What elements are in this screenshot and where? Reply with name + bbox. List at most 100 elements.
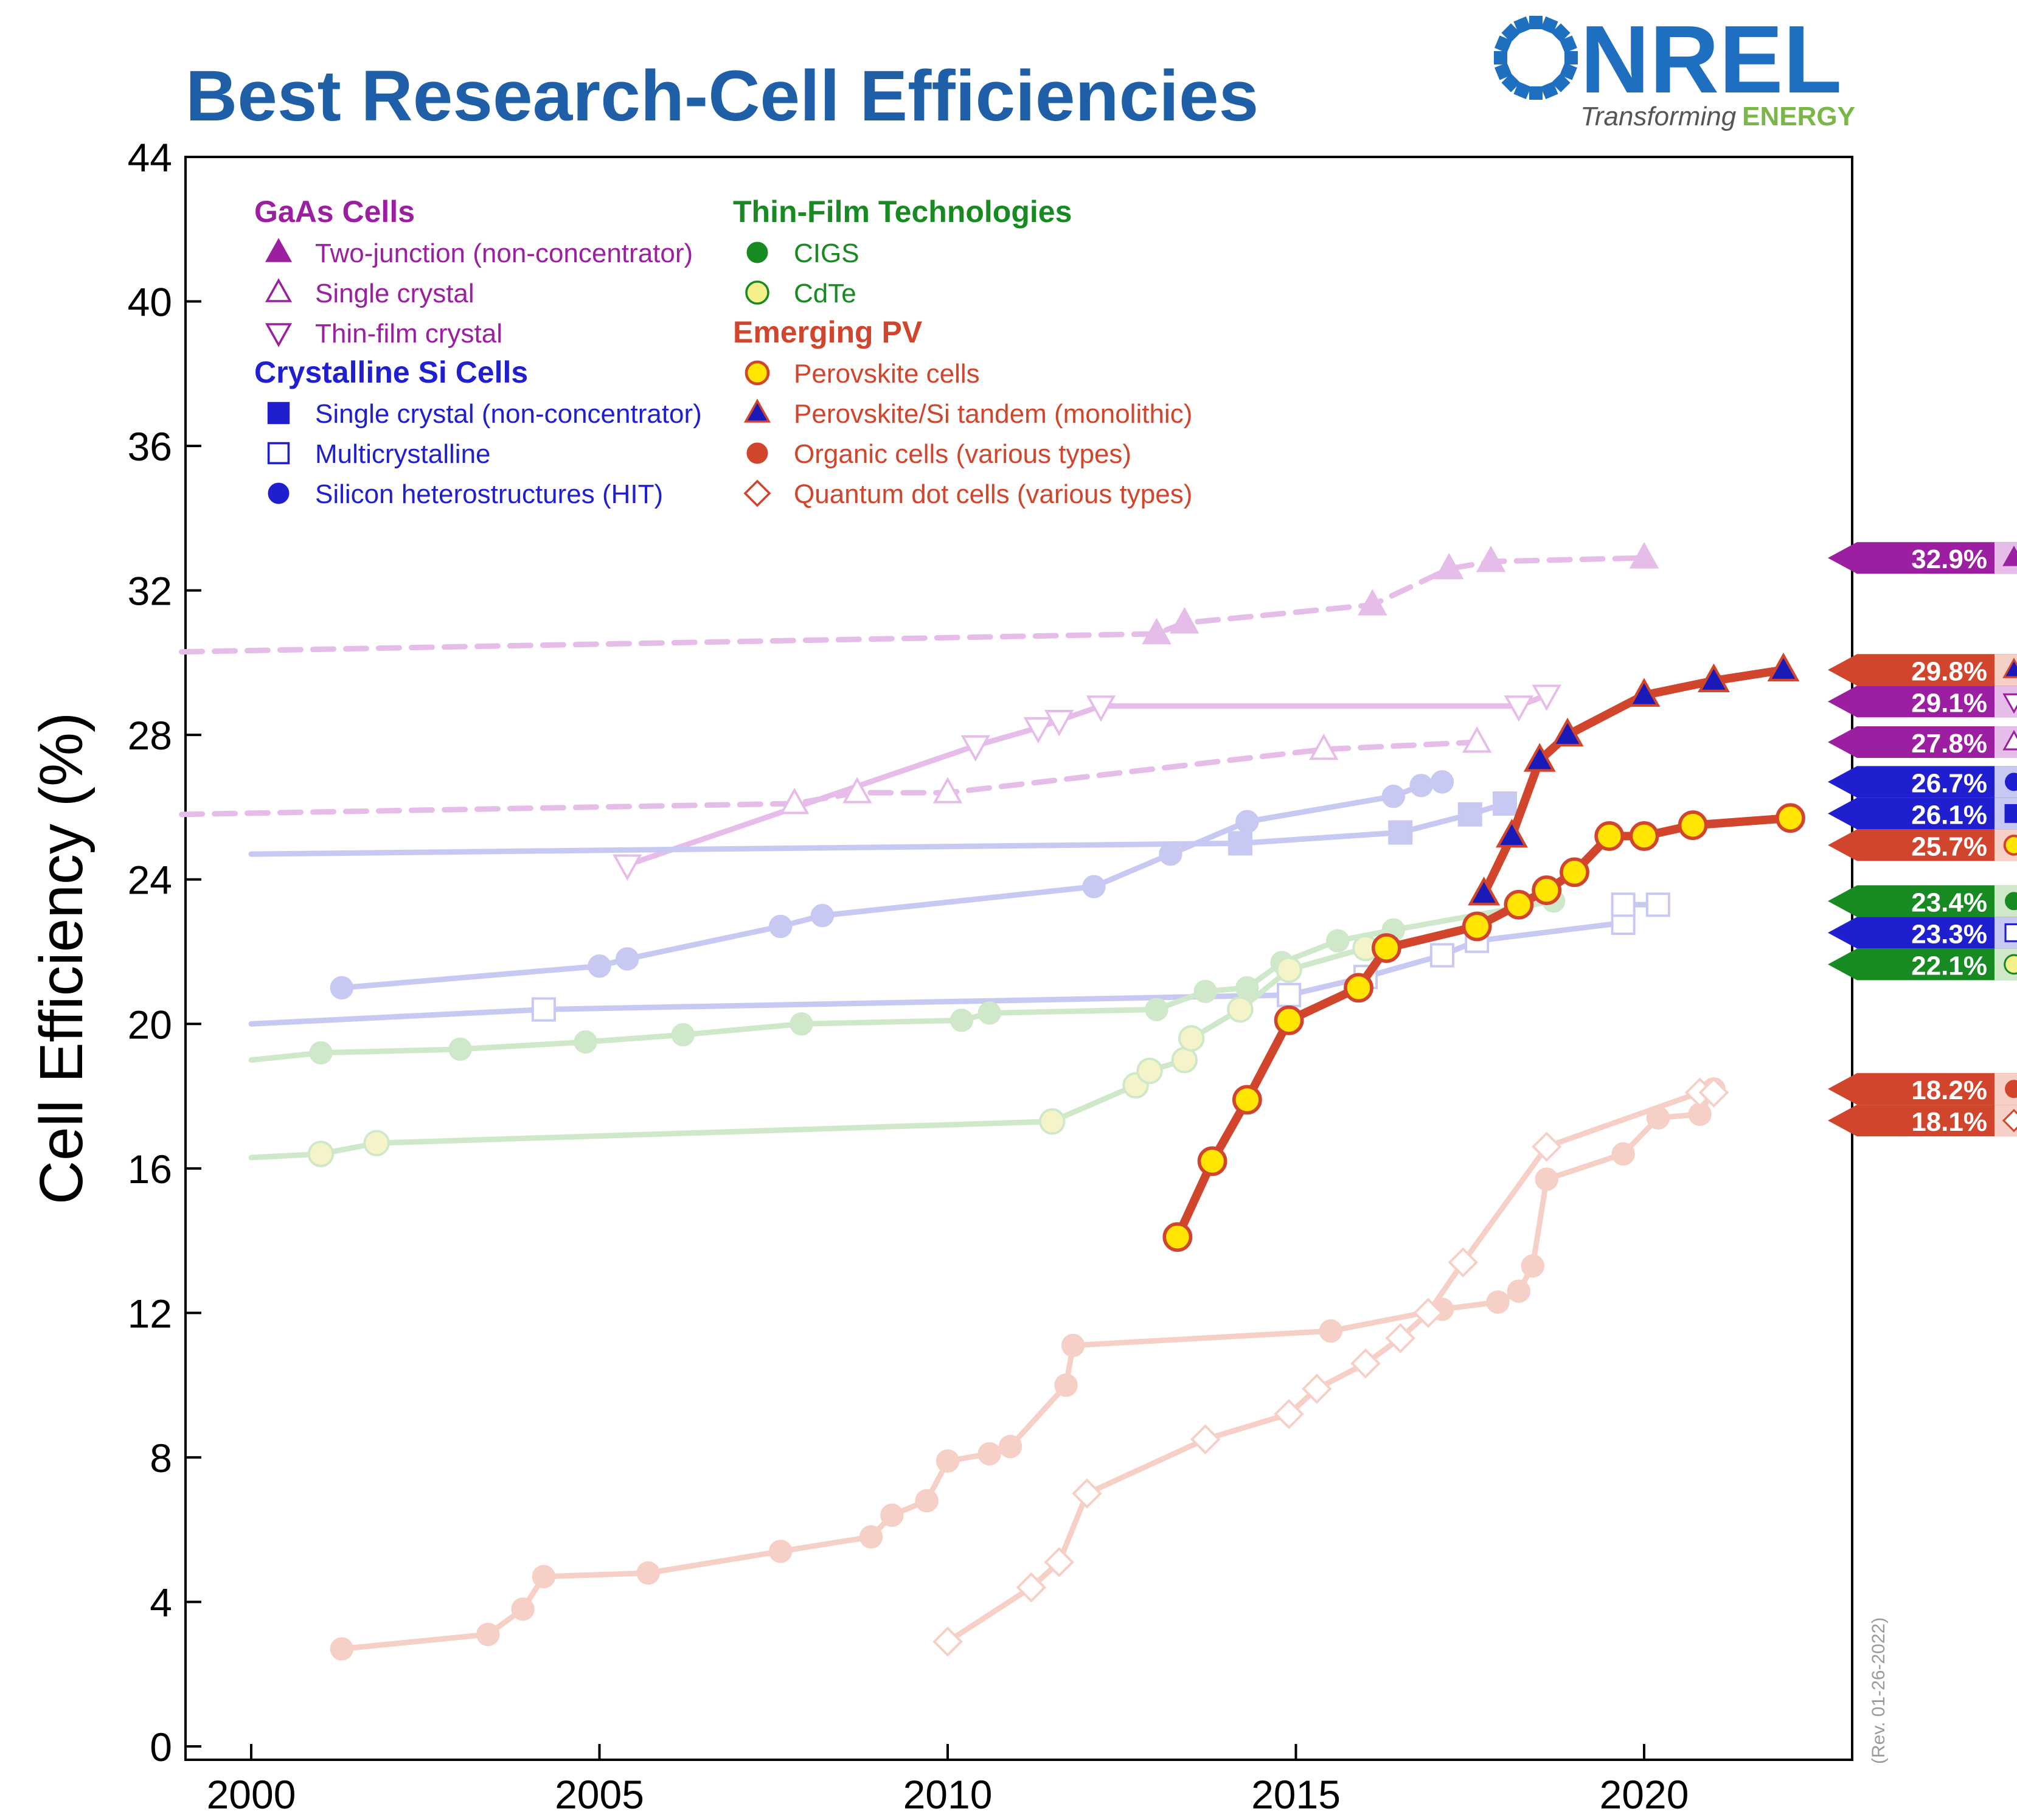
logo-mark-segment: [1540, 16, 1558, 34]
logo-mark-segment: [1494, 51, 1507, 64]
end-label-marker-icon: [2004, 923, 2017, 942]
data-point: [1462, 911, 1492, 942]
data-point: [1136, 1057, 1163, 1085]
y-tick-label: 40: [128, 280, 172, 325]
legend-marker-icon: [745, 280, 769, 305]
end-label-box: [1828, 797, 2017, 830]
end-label: 25.7%: [1828, 829, 2017, 861]
legend-marker-icon: [265, 238, 293, 262]
data-point: [636, 1561, 660, 1585]
end-label-text: 22.1%: [1911, 951, 1987, 981]
end-label-box: [1828, 948, 2017, 981]
logo-mark-segment: [1551, 23, 1571, 43]
logo-tagline: Transforming ENERGY: [1580, 102, 1855, 131]
end-label-text: 23.3%: [1911, 919, 1987, 949]
end-label-marker-icon: [2002, 729, 2017, 751]
end-label-box: [1828, 885, 2017, 917]
end-label-marker-icon: [2005, 773, 2017, 791]
legend-item-label: Perovskite/Si tandem (monolithic): [794, 399, 1192, 429]
logo-mark-segment: [1564, 51, 1578, 64]
legend-marker-icon: [268, 482, 290, 504]
logo-mark-segment: [1551, 73, 1571, 92]
data-point: [1629, 542, 1659, 569]
data-point: [1628, 678, 1661, 707]
nrel-logo: NREL Transforming ENERGY: [1494, 6, 1855, 131]
legend-marker-icon: [743, 398, 771, 423]
data-point: [1409, 774, 1433, 797]
data-point: [1235, 810, 1259, 833]
end-label-box: [1828, 917, 2017, 949]
logo-mark-segment: [1540, 82, 1558, 99]
data-point: [574, 1030, 597, 1054]
data-point: [779, 787, 810, 814]
data-point: [1309, 733, 1339, 760]
series-multicrystalline: [248, 892, 1670, 1027]
end-label-box: [1828, 766, 2017, 798]
data-point: [1486, 1290, 1510, 1314]
data-point: [330, 1637, 354, 1661]
end-label-marker-icon: [2004, 804, 2017, 823]
legend-item-label: Multicrystalline: [315, 439, 491, 469]
data-point: [1645, 892, 1670, 917]
data-point: [1227, 996, 1254, 1023]
data-point: [1326, 929, 1350, 953]
data-point: [1274, 1398, 1304, 1429]
data-point: [1082, 875, 1106, 898]
data-point: [1197, 1146, 1227, 1176]
end-label-box: [1828, 829, 2017, 861]
legend-item-label: CdTe: [794, 279, 856, 308]
data-point: [1232, 1085, 1262, 1115]
end-label-box: [1828, 654, 2017, 686]
data-point: [1413, 1297, 1443, 1329]
end-label-text: 25.7%: [1911, 832, 1987, 861]
end-label: 18.2%: [1828, 1073, 2017, 1105]
logo-tagline-prefix: Transforming: [1580, 102, 1736, 131]
data-point: [476, 1622, 500, 1647]
data-point: [616, 947, 639, 971]
x-tick-label: 2005: [555, 1772, 644, 1817]
data-point: [531, 997, 556, 1022]
legend: GaAs Cells Two-junction (non-concentrator…: [254, 195, 1192, 509]
data-point: [1302, 1374, 1332, 1404]
data-point: [588, 954, 611, 978]
legend-marker-icon: [746, 241, 768, 263]
end-label-marker-icon: [2002, 658, 2017, 678]
logo-mark-segment: [1495, 62, 1512, 80]
data-point: [1350, 1348, 1381, 1379]
end-label-text: 27.8%: [1911, 729, 1987, 759]
legend-heading: GaAs Cells: [254, 195, 415, 229]
legend-marker-icon: [267, 442, 290, 465]
data-point: [1698, 1077, 1729, 1108]
data-point: [1162, 1222, 1193, 1252]
end-label-marker-icon: [2004, 954, 2017, 975]
legend-marker-icon: [746, 442, 768, 464]
y-tick-label: 12: [128, 1291, 172, 1336]
data-point: [1429, 943, 1454, 968]
data-point: [1521, 1254, 1545, 1278]
legend-heading: Crystalline Si Cells: [254, 355, 528, 389]
legend-item-label: Organic cells (various types): [794, 439, 1131, 469]
series-line: [945, 1089, 1717, 1645]
end-label: 23.4%: [1828, 885, 2017, 917]
y-tick-label: 32: [128, 569, 172, 614]
logo-mark-segment: [1529, 16, 1543, 29]
data-point: [1145, 998, 1168, 1021]
series-perovskite-si-tandem-monolithic: [1468, 652, 1800, 906]
end-label-text: 32.9%: [1911, 544, 1987, 574]
data-point: [1358, 589, 1387, 616]
data-point: [810, 903, 835, 928]
y-tick-label: 24: [128, 858, 172, 903]
data-point: [1072, 1478, 1102, 1509]
data-point: [1468, 877, 1501, 906]
x-tick-label: 2000: [207, 1772, 296, 1817]
data-point: [1044, 1547, 1075, 1577]
end-label-text: 26.7%: [1911, 768, 1987, 798]
series-silicon-heterostructures-hit: [330, 770, 1454, 1000]
end-label-box: [1828, 726, 2017, 759]
data-point: [363, 1130, 390, 1157]
data-point: [1170, 607, 1199, 634]
legend-item-label: Perovskite cells: [794, 359, 980, 389]
data-point: [1381, 784, 1406, 808]
legend-heading: Emerging PV: [733, 315, 923, 349]
data-point: [1344, 973, 1373, 1003]
